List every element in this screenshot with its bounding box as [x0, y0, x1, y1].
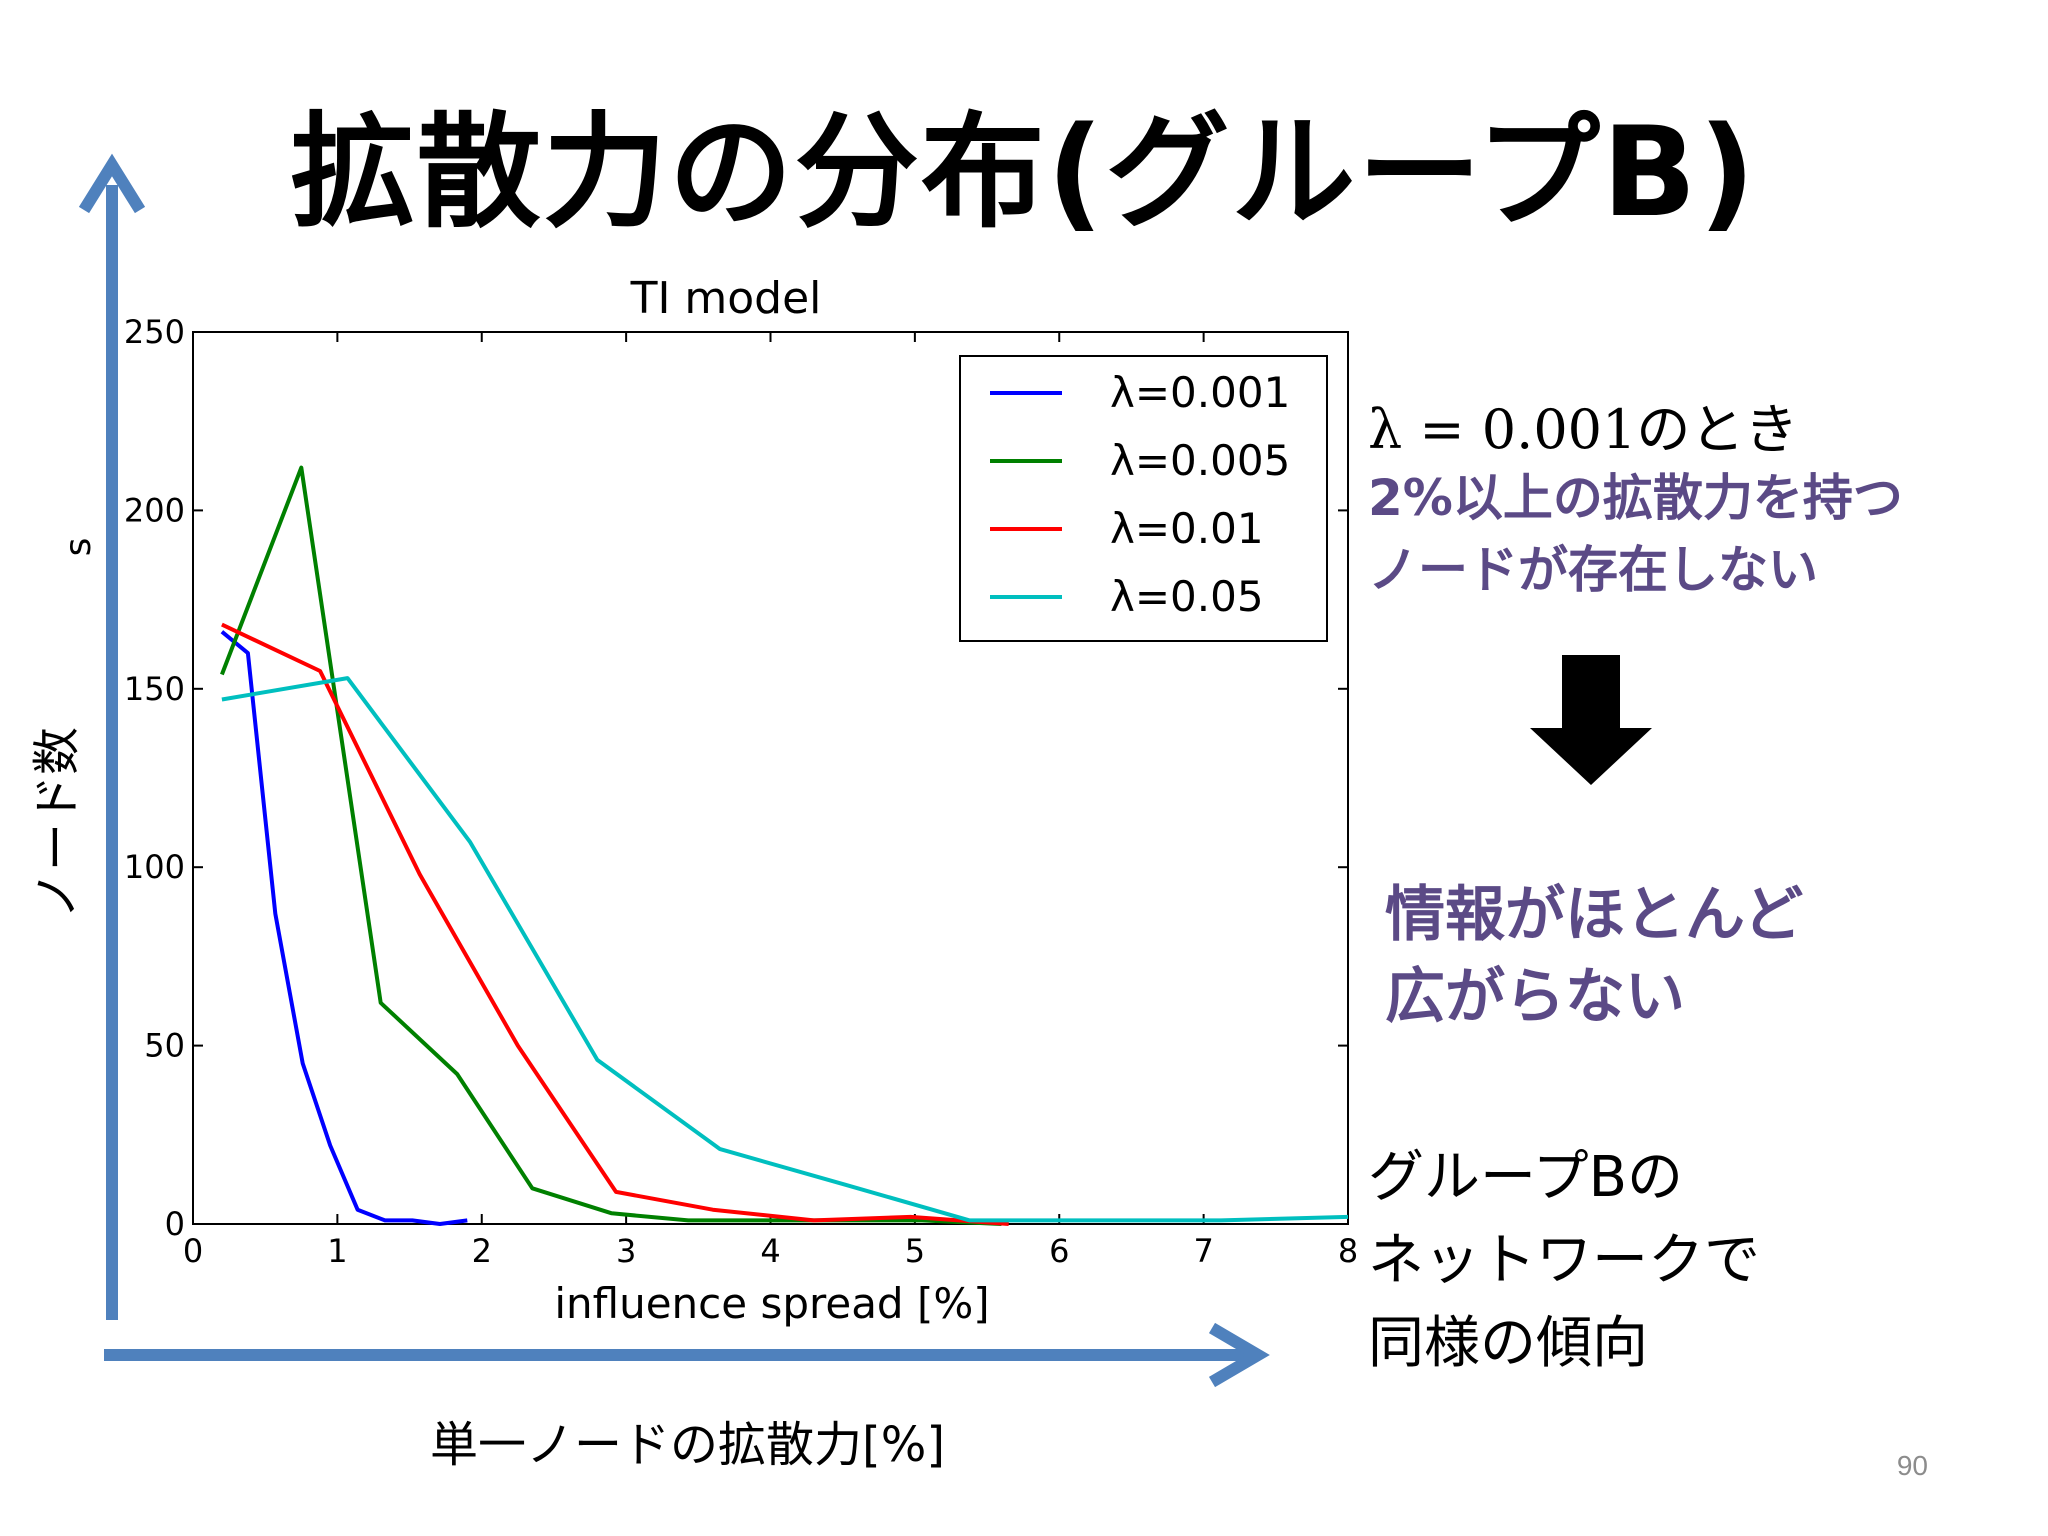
- legend-label-1: λ=0.005: [1110, 436, 1290, 485]
- down-arrow-icon: [1530, 655, 1652, 785]
- chart-title: TI model: [630, 273, 822, 324]
- legend-label-0: λ=0.001: [1110, 368, 1290, 417]
- x-axis-label: influence spread [%]: [554, 1279, 989, 1328]
- x-tick-label: 0: [183, 1232, 203, 1270]
- series-line-1: [220, 465, 1002, 1226]
- x-tick-label: 6: [1049, 1232, 1069, 1270]
- series-line-3: [221, 676, 1349, 1223]
- conclusion-line-1: 情報がほとんど: [1385, 880, 1804, 950]
- group-line-1: グループBの: [1368, 1145, 1684, 1210]
- x-arrow-label: 単一ノードの拡散力[%]: [430, 1417, 946, 1473]
- y-arrow-label: ノード数: [29, 727, 85, 920]
- group-line-2: ネットワークで: [1368, 1228, 1760, 1293]
- y-axis-label: s: [58, 538, 99, 557]
- page-number: 90: [1896, 1450, 1928, 1481]
- y-axis-arrow: [78, 153, 146, 1320]
- x-tick-label: 5: [905, 1232, 925, 1270]
- x-tick-label: 7: [1193, 1232, 1213, 1270]
- finding-line-1: 2%以上の拡散力を持つ: [1368, 469, 1903, 527]
- lambda-case-note: λ = 0.001のとき: [1368, 398, 1799, 461]
- series-line-0: [220, 630, 468, 1226]
- legend-label-2: λ=0.01: [1110, 504, 1264, 553]
- legend-label-3: λ=0.05: [1110, 572, 1264, 621]
- legend-box: [959, 355, 1328, 642]
- y-tick-label: 200: [124, 491, 185, 529]
- finding-line-2: ノードが存在しない: [1368, 541, 1818, 599]
- y-tick-label: 50: [144, 1027, 185, 1065]
- y-tick-label: 150: [124, 670, 185, 708]
- x-tick-label: 4: [760, 1232, 780, 1270]
- group-line-3: 同様の傾向: [1368, 1311, 1648, 1376]
- conclusion-line-2: 広がらない: [1385, 962, 1685, 1032]
- y-tick-label: 250: [124, 313, 185, 351]
- y-tick-label: 0: [165, 1205, 185, 1243]
- x-tick-label: 8: [1338, 1232, 1358, 1270]
- legend: λ=0.001 λ=0.005 λ=0.01 λ=0.05: [959, 355, 1328, 642]
- slide-title: 拡散力の分布(グループB): [290, 101, 1758, 245]
- y-tick-label: 100: [124, 848, 185, 886]
- x-tick-label: 2: [472, 1232, 492, 1270]
- x-tick-label: 1: [327, 1232, 347, 1270]
- x-axis-arrow: [104, 1322, 1270, 1388]
- x-tick-label: 3: [616, 1232, 636, 1270]
- series-line-2: [221, 622, 1009, 1226]
